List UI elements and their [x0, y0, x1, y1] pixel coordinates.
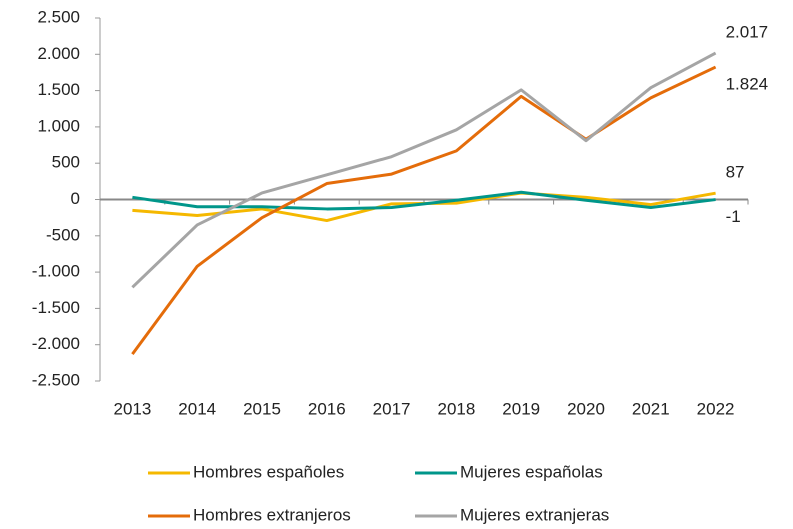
y-tick-label: 2.000 [37, 44, 80, 63]
x-tick-label: 2014 [178, 399, 216, 418]
y-tick-label: -2.000 [32, 334, 80, 353]
x-tick-label: 2019 [502, 399, 540, 418]
x-tick-label: 2013 [113, 399, 151, 418]
y-tick-label: -1.000 [32, 262, 80, 281]
x-tick-label: 2017 [373, 399, 411, 418]
data-label: 1.824 [726, 75, 769, 94]
data-label: 87 [726, 163, 745, 182]
x-tick-label: 2018 [437, 399, 475, 418]
y-tick-label: 0 [71, 189, 80, 208]
x-tick-label: 2022 [697, 399, 735, 418]
series-line [131, 51, 717, 289]
x-tick-label: 2021 [632, 399, 670, 418]
x-tick-label: 2016 [308, 399, 346, 418]
legend-label: Hombres españoles [193, 462, 344, 481]
series-line [131, 65, 717, 356]
x-tick-label: 2020 [567, 399, 605, 418]
y-tick-label: 2.500 [37, 7, 80, 26]
y-tick-label: -500 [46, 225, 80, 244]
y-tick-label: 1.500 [37, 80, 80, 99]
legend-label: Mujeres españolas [460, 462, 603, 481]
data-label: 2.017 [726, 23, 769, 42]
legend-label: Hombres extranjeros [193, 505, 351, 524]
series-line [132, 190, 716, 211]
y-tick-label: 500 [52, 153, 80, 172]
data-label: -1 [726, 207, 741, 226]
x-tick-label: 2015 [243, 399, 281, 418]
y-tick-label: -2.500 [32, 370, 80, 389]
legend-label: Mujeres extranjeras [460, 505, 609, 524]
y-tick-label: 1.000 [37, 116, 80, 135]
y-tick-label: -1.500 [32, 298, 80, 317]
